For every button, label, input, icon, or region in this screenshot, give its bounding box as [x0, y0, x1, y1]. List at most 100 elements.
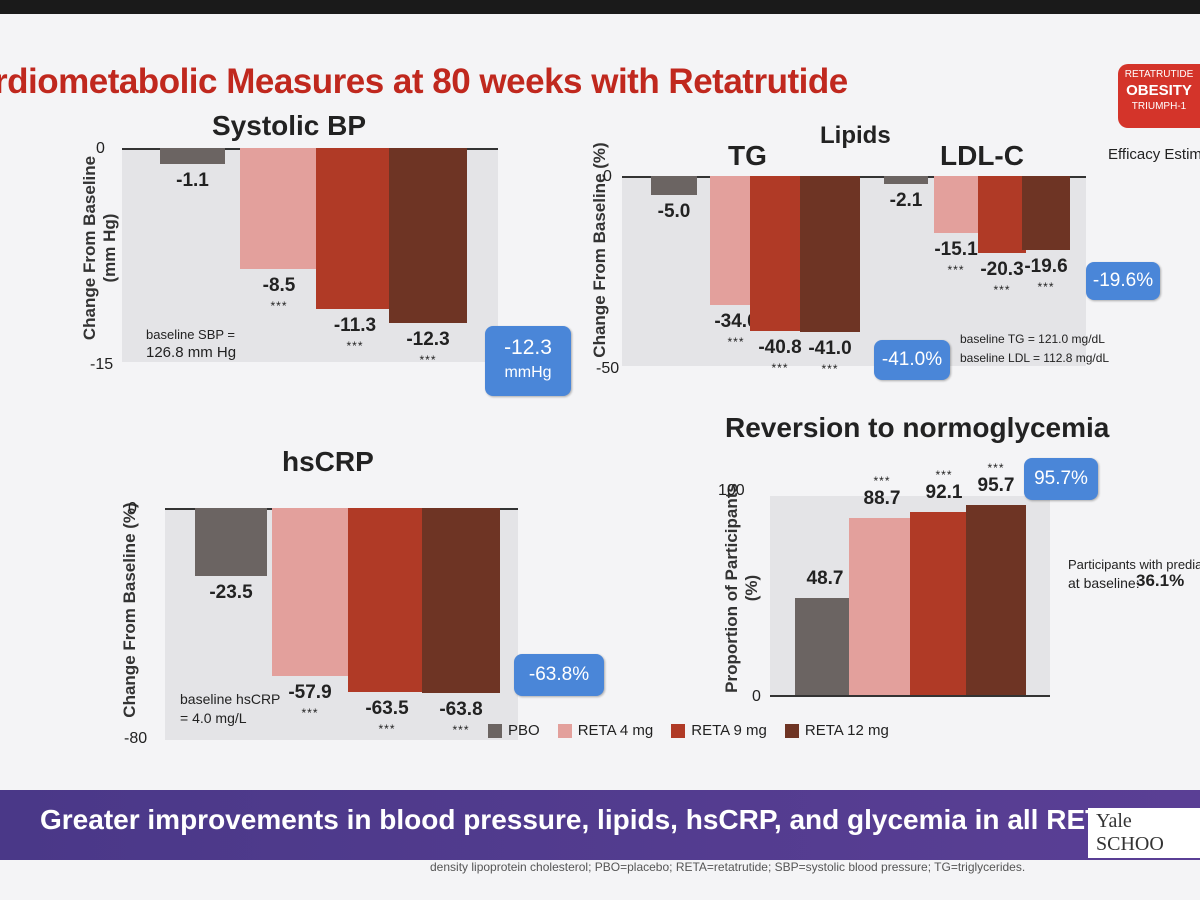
- sbp-y-axis-label: Change From Baseline (mm Hg): [80, 155, 119, 341]
- sbp-y-tick: 0: [96, 140, 105, 157]
- legend-item: RETA 12 mg: [784, 722, 889, 739]
- sbp-value-label: -1.1: [176, 169, 209, 191]
- ldl-callout: -19.6%: [1086, 262, 1160, 300]
- normo-zero-line: [770, 695, 1050, 697]
- badge-line3: TRIUMPH-1: [1131, 101, 1187, 112]
- legend-swatch: [671, 723, 686, 738]
- hscrp-value-label: -63.8: [439, 699, 483, 721]
- lipids-title: Lipids: [820, 122, 891, 149]
- banner-text: Greater improvements in blood pressure, …: [40, 804, 1200, 835]
- sbp-value-label: -8.5: [262, 275, 296, 297]
- hscrp-significance-stars: ***: [452, 723, 470, 738]
- sbp-baseline-value: 126.8 mm Hg: [146, 344, 237, 361]
- normo-significance-stars: ***: [873, 474, 891, 489]
- legend-item: PBO: [488, 722, 540, 739]
- normo-value-label: 92.1: [925, 481, 963, 503]
- tg-chart-title: TG: [728, 140, 767, 171]
- ldl-significance-stars: ***: [993, 283, 1011, 298]
- badge-line1: RETATRUTIDE: [1124, 69, 1194, 80]
- tg-value-label: -40.8: [758, 337, 802, 359]
- sbp-callout-unit: mmHg: [504, 364, 552, 381]
- sbp-significance-stars: ***: [346, 339, 364, 354]
- hscrp-chart-title: hsCRP: [282, 446, 374, 477]
- ldl-bar: [884, 176, 928, 184]
- tg-significance-stars: ***: [771, 361, 789, 376]
- sbp-significance-stars: ***: [270, 299, 288, 314]
- screen-edge: [0, 0, 1200, 14]
- normo-baseline-prefix: at baseline:: [1068, 575, 1140, 591]
- badge-line2: OBESITY: [1126, 82, 1192, 99]
- hscrp-bar: [422, 508, 500, 694]
- sbp-y-tick: -15: [90, 356, 114, 373]
- sbp-value-label: -12.3: [406, 329, 450, 351]
- hscrp-callout: -63.8%: [514, 654, 604, 696]
- legend-item: RETA 4 mg: [557, 722, 654, 739]
- tg-significance-stars: ***: [727, 335, 745, 350]
- ldl-value-label: -19.6: [1024, 256, 1068, 278]
- ldl-bar: [978, 176, 1026, 254]
- tg-y-tick: 0: [603, 168, 612, 185]
- ldl-bar: [1022, 176, 1070, 251]
- institution-label: Yale SCHOO: [1088, 808, 1200, 858]
- normo-bar: [966, 504, 1026, 695]
- legend-label: RETA 9 mg: [691, 722, 767, 739]
- trial-badge: RETATRUTIDE OBESITY TRIUMPH-1: [1118, 64, 1200, 128]
- normo-baseline-value: 36.1%: [1136, 571, 1185, 590]
- normo-bar: [849, 518, 915, 695]
- hscrp-significance-stars: ***: [378, 722, 396, 737]
- hscrp-bar: [348, 508, 426, 693]
- sbp-value-label: -11.3: [333, 315, 377, 337]
- footnote: density lipoprotein cholesterol; PBO=pla…: [430, 860, 1026, 874]
- hscrp-baseline-value: = 4.0 mg/L: [180, 710, 247, 726]
- ldl-value-label: -15.1: [934, 239, 978, 261]
- normo-callout: 95.7%: [1024, 458, 1098, 500]
- lipid-baseline-ldl: baseline LDL = 112.8 mg/dL: [960, 351, 1110, 365]
- hscrp-baseline-note: baseline hsCRP: [180, 691, 281, 707]
- hscrp-bar: [272, 508, 348, 676]
- hscrp-bar: [195, 508, 267, 577]
- normo-y-tick: 100: [718, 482, 745, 499]
- tg-significance-stars: ***: [821, 361, 839, 376]
- hscrp-y-axis-label: Change From Baseline (%): [120, 502, 139, 718]
- normo-bar: [795, 598, 855, 695]
- sbp-bar: [160, 148, 225, 164]
- hscrp-value-label: -23.5: [209, 582, 253, 604]
- legend-label: RETA 4 mg: [577, 722, 654, 739]
- sbp-callout-value: -12.3: [504, 336, 552, 359]
- hscrp-value-label: -57.9: [288, 681, 332, 703]
- lipid-baseline-tg: baseline TG = 121.0 mg/dL: [960, 332, 1105, 346]
- sbp-significance-stars: ***: [419, 353, 437, 368]
- slide-title: rdiometabolic Measures at 80 weeks with …: [0, 62, 848, 101]
- hscrp-y-tick: -80: [124, 730, 148, 747]
- tg-value-label: -41.0: [808, 337, 852, 359]
- tg-callout: -41.0%: [874, 340, 950, 380]
- normo-baseline-note: Participants with prediab: [1068, 557, 1200, 572]
- hscrp-value-label: -63.5: [365, 698, 409, 720]
- legend-label: RETA 12 mg: [804, 722, 889, 739]
- tg-y-tick: -50: [596, 360, 620, 377]
- sbp-baseline-note: baseline SBP =: [146, 327, 236, 342]
- sbp-bar: [240, 148, 318, 270]
- hscrp-y-tick: 0: [128, 500, 137, 517]
- legend: PBO RETA 4 mg RETA 9 mg RETA 12 mg: [488, 722, 889, 739]
- legend-swatch: [488, 723, 502, 738]
- tg-value-label: -34.0: [714, 311, 758, 333]
- legend-label: PBO: [508, 722, 540, 739]
- ldl-significance-stars: ***: [1037, 280, 1055, 295]
- legend-swatch: [557, 723, 572, 738]
- hscrp-significance-stars: ***: [301, 705, 319, 720]
- tg-value-label: -5.0: [657, 201, 691, 222]
- ldl-chart-title: LDL-C: [940, 140, 1024, 171]
- normo-chart-title: Reversion to normoglycemia: [725, 412, 1110, 443]
- legend-swatch: [784, 723, 799, 738]
- legend-item: RETA 9 mg: [671, 722, 767, 739]
- efficacy-label: Efficacy Estim: [1108, 146, 1200, 163]
- tg-bar: [651, 176, 697, 195]
- ldl-bar: [934, 176, 978, 234]
- sbp-bar: [389, 148, 467, 324]
- normo-significance-stars: ***: [935, 467, 953, 482]
- sbp-chart-title: Systolic BP: [212, 110, 367, 141]
- summary-banner: Greater improvements in blood pressure, …: [0, 790, 1200, 860]
- tg-bar: [800, 176, 860, 332]
